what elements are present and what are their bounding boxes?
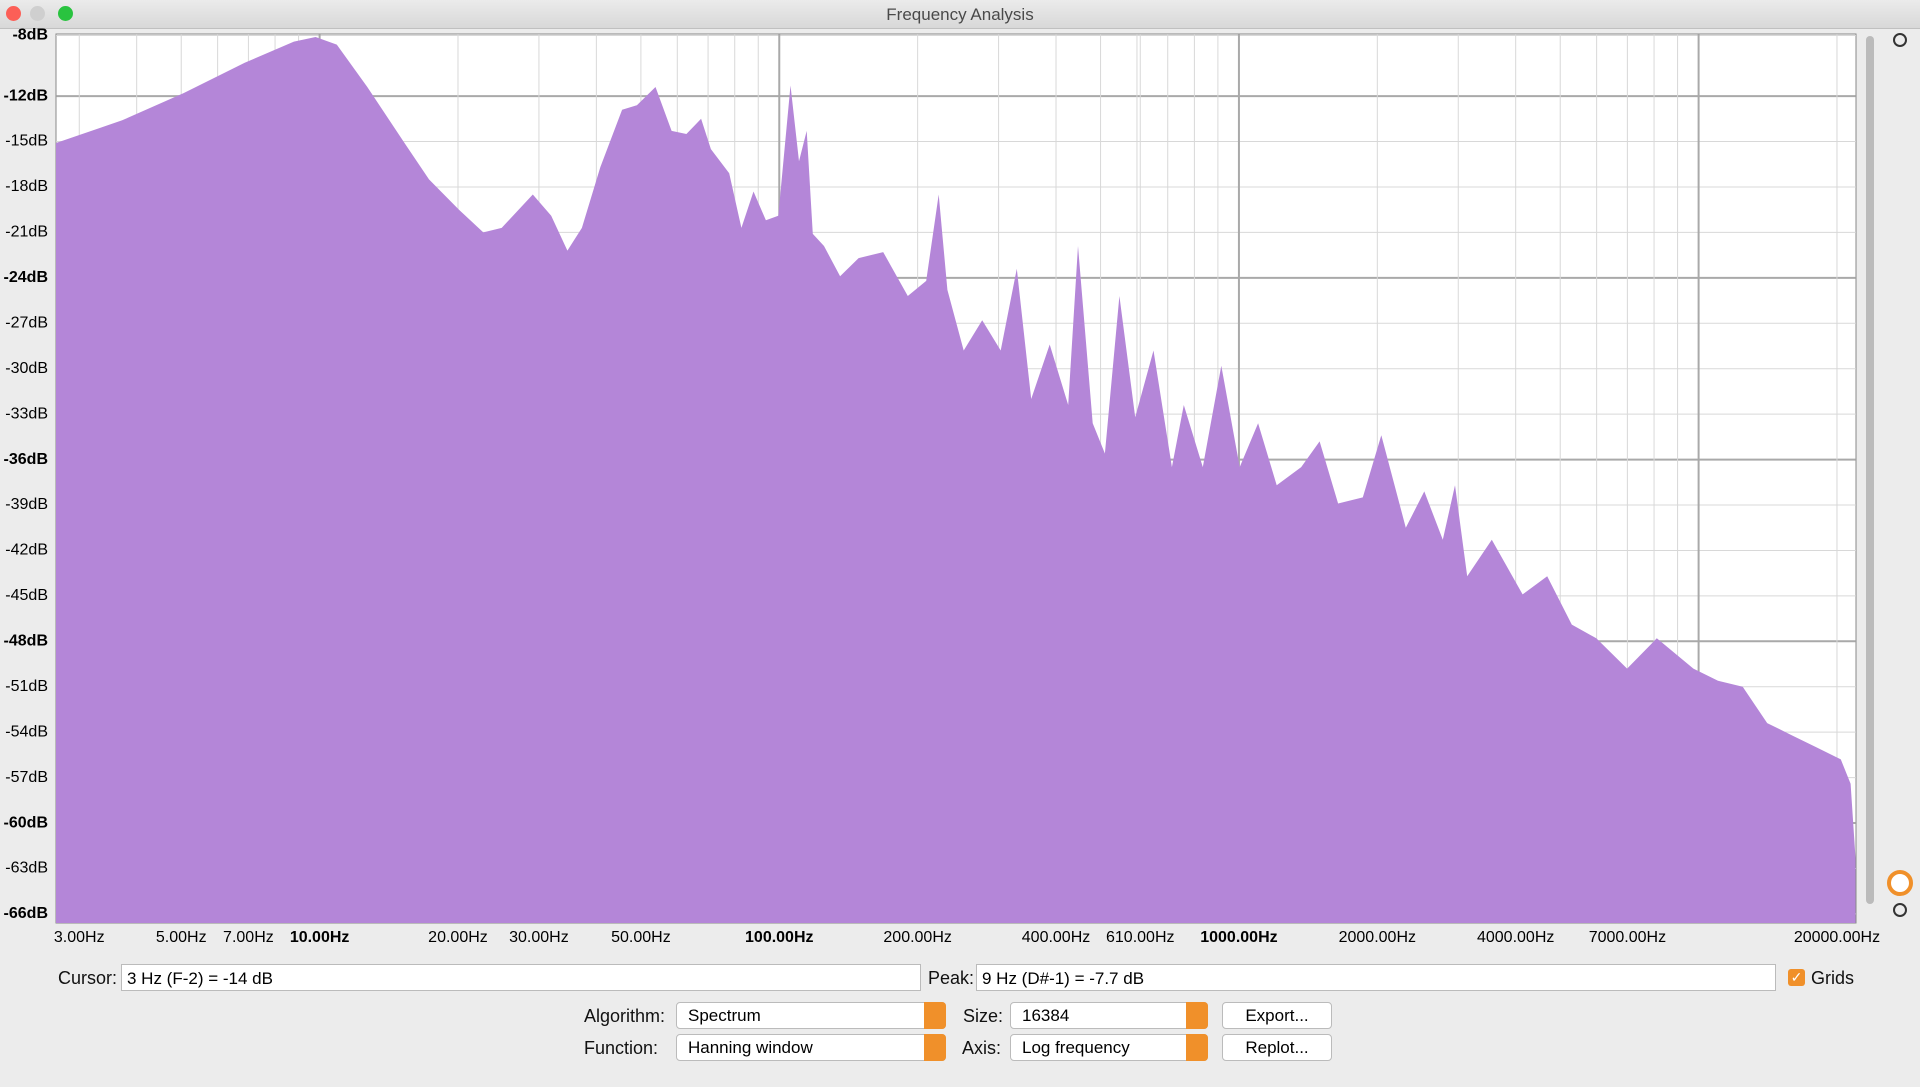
peak-field: 9 Hz (D#-1) = -7.7 dB (976, 964, 1776, 991)
x-tick-label: 100.00Hz (745, 929, 814, 946)
slider-thumb[interactable] (1887, 870, 1913, 896)
size-select[interactable]: 16384 (1010, 1002, 1208, 1029)
spectrum-chart: -8dB -12dB -15dB -18dB -21dB -24dB -27dB -30dB -… (4, 27, 1913, 946)
zoom-out-icon[interactable] (1893, 903, 1907, 917)
grids-label: Grids (1811, 968, 1855, 988)
x-tick-label: 30.00Hz (509, 929, 569, 946)
replot-button[interactable]: Replot... (1222, 1034, 1332, 1061)
axis-label: Axis: (962, 1038, 1002, 1058)
x-tick-label: 400.00Hz (1022, 929, 1091, 946)
size-value: 16384 (1022, 1006, 1070, 1025)
x-tick-label: 20000.00Hz (1794, 929, 1880, 946)
y-tick-label: -51dB (5, 678, 48, 695)
x-tick-label: 200.00Hz (883, 929, 952, 946)
algorithm-select[interactable]: Spectrum (676, 1002, 946, 1029)
close-button[interactable] (6, 6, 21, 21)
title-bar: Frequency Analysis (0, 0, 1920, 29)
y-tick-label: -27dB (5, 314, 48, 331)
x-tick-label: 7.00Hz (223, 929, 274, 946)
function-value: Hanning window (688, 1038, 813, 1057)
y-tick-label: -63dB (5, 860, 48, 877)
x-tick-label: 10.00Hz (290, 929, 350, 946)
y-tick-label: -57dB (5, 769, 48, 786)
select-arrow (1186, 1002, 1208, 1029)
select-arrow (1186, 1034, 1208, 1061)
zoom-button[interactable] (58, 6, 73, 21)
y-tick-label: -54dB (5, 723, 48, 740)
y-tick-label: -18dB (5, 178, 48, 195)
y-tick-label: -21dB (5, 224, 48, 241)
export-button[interactable]: Export... (1222, 1002, 1332, 1029)
y-tick-label: -8dB (12, 27, 48, 44)
y-tick-label: -36dB (4, 451, 48, 468)
y-tick-label: -30dB (5, 360, 48, 377)
x-tick-label: 7000.00Hz (1589, 929, 1666, 946)
y-tick-label: -15dB (5, 133, 48, 150)
x-tick-label: 4000.00Hz (1477, 929, 1554, 946)
x-tick-label: 610.00Hz (1106, 929, 1175, 946)
x-tick-label: 3.00Hz (54, 929, 105, 946)
function-label: Function: (584, 1038, 659, 1058)
axis-value: Log frequency (1022, 1038, 1130, 1057)
x-tick-label: 50.00Hz (611, 929, 671, 946)
peak-label: Peak: (928, 968, 975, 988)
minimize-button[interactable] (30, 6, 45, 21)
zoom-in-icon[interactable] (1893, 33, 1907, 47)
y-tick-label: -42dB (5, 542, 48, 559)
cursor-field: 3 Hz (F-2) = -14 dB (121, 964, 921, 991)
y-tick-label: -45dB (5, 587, 48, 604)
window-title: Frequency Analysis (886, 5, 1034, 24)
select-arrow (924, 1034, 946, 1061)
function-select[interactable]: Hanning window (676, 1034, 946, 1061)
y-tick-label: -66dB (4, 905, 48, 922)
y-tick-label: -48dB (4, 633, 48, 650)
y-tick-label: -39dB (5, 496, 48, 513)
y-tick-label: -12dB (4, 87, 48, 104)
x-tick-label: 2000.00Hz (1339, 929, 1416, 946)
algorithm-label: Algorithm: (584, 1006, 666, 1026)
x-tick-label: 20.00Hz (428, 929, 488, 946)
select-arrow (924, 1002, 946, 1029)
algorithm-value: Spectrum (688, 1006, 761, 1025)
y-tick-label: -33dB (5, 405, 48, 422)
cursor-label: Cursor: (58, 968, 118, 988)
size-label: Size: (963, 1006, 1004, 1026)
axis-select[interactable]: Log frequency (1010, 1034, 1208, 1061)
grids-checkbox[interactable]: ✓ (1788, 969, 1805, 986)
x-tick-label: 1000.00Hz (1200, 929, 1277, 946)
spectrum-area (56, 37, 1856, 923)
y-tick-label: -24dB (4, 269, 48, 286)
y-tick-label: -60dB (4, 814, 48, 831)
x-tick-label: 5.00Hz (156, 929, 207, 946)
